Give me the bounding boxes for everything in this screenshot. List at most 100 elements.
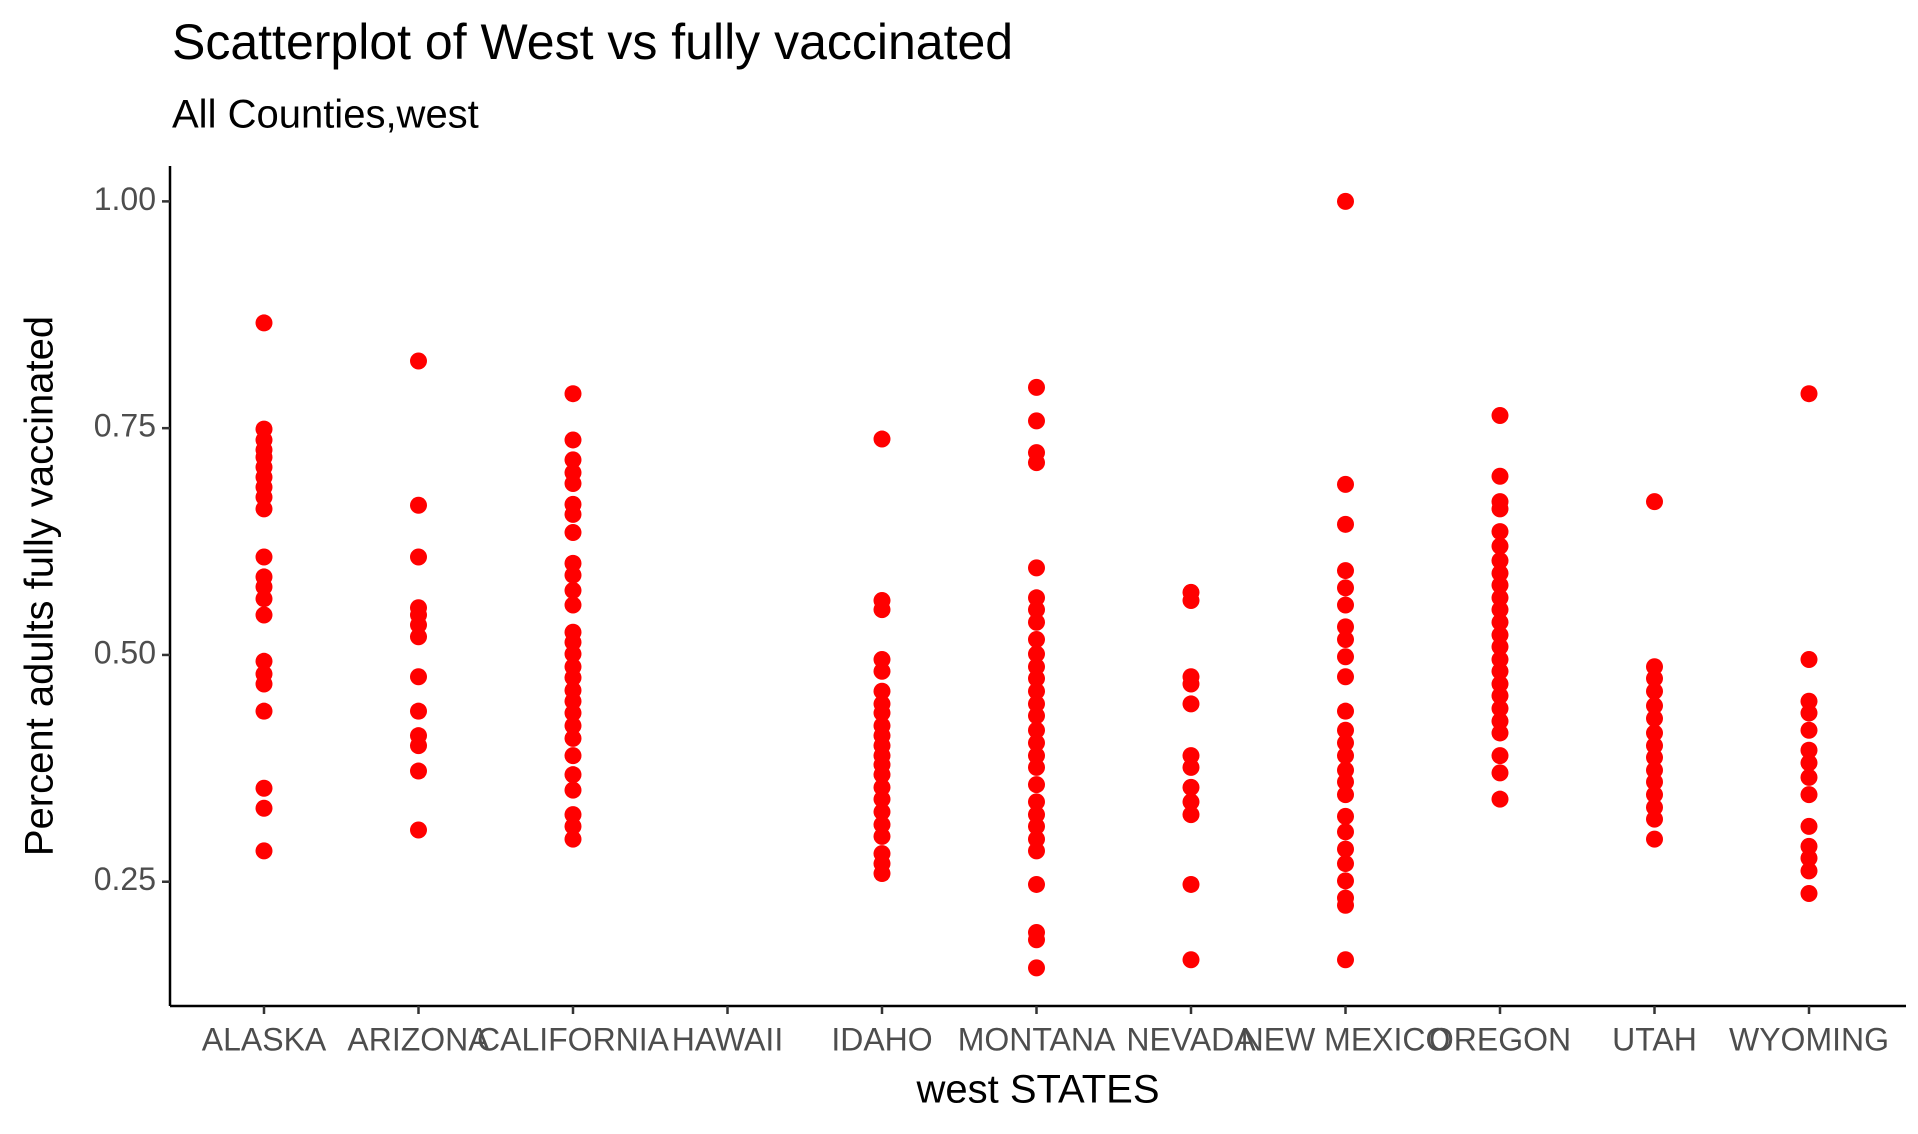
point	[1182, 758, 1200, 776]
point	[1491, 747, 1509, 765]
point	[255, 652, 273, 670]
point	[564, 566, 582, 584]
point	[564, 474, 582, 492]
point	[255, 842, 273, 860]
point	[1800, 650, 1818, 668]
point	[564, 451, 582, 469]
point	[1491, 687, 1509, 705]
point	[410, 548, 427, 566]
point	[1028, 830, 1045, 848]
point	[1337, 562, 1354, 580]
point	[564, 766, 582, 784]
point	[1646, 748, 1663, 766]
point	[564, 830, 582, 848]
point	[410, 702, 427, 720]
point	[1182, 778, 1200, 796]
point	[255, 702, 273, 720]
point	[873, 827, 891, 845]
point	[410, 737, 427, 755]
point	[1646, 709, 1663, 727]
point	[1646, 830, 1663, 848]
point	[1491, 406, 1509, 424]
point	[1800, 862, 1818, 880]
point	[564, 717, 582, 735]
point	[1337, 855, 1354, 873]
point	[1028, 631, 1045, 649]
point	[1646, 798, 1663, 816]
point	[1337, 840, 1354, 858]
point	[564, 645, 582, 663]
point	[1646, 786, 1663, 804]
point	[1800, 754, 1818, 772]
point	[1491, 467, 1509, 485]
point	[564, 582, 582, 600]
point	[1800, 704, 1818, 722]
point	[1646, 682, 1663, 700]
point	[1028, 601, 1045, 619]
point	[1646, 737, 1663, 755]
point	[1028, 695, 1045, 713]
point	[410, 352, 427, 370]
point	[873, 865, 891, 883]
x-tick-label: WYOMING	[1729, 1021, 1889, 1057]
point	[1337, 702, 1354, 720]
point	[873, 816, 891, 834]
point	[1800, 786, 1818, 804]
point	[1800, 692, 1818, 710]
y-tick-label: 0.50	[94, 634, 156, 670]
point	[1337, 192, 1354, 210]
point	[1028, 842, 1045, 860]
x-axis-title: west STATES	[915, 1068, 1159, 1112]
x-tick-label: NEVADA	[1126, 1021, 1256, 1057]
point	[410, 628, 427, 646]
point	[1028, 793, 1045, 811]
point	[564, 729, 582, 747]
point	[564, 385, 582, 403]
point	[255, 578, 273, 596]
point	[564, 781, 582, 799]
point	[1491, 790, 1509, 808]
point	[410, 616, 427, 634]
point	[564, 596, 582, 614]
chart-title: Scatterplot of West vs fully vaccinated	[172, 14, 1013, 70]
point	[1800, 817, 1818, 835]
point	[873, 430, 891, 448]
point	[1028, 721, 1045, 739]
point	[1337, 475, 1354, 493]
point	[1337, 596, 1354, 614]
x-tick-label: NEW MEXICO	[1241, 1021, 1451, 1057]
point	[1028, 758, 1045, 776]
point	[1337, 807, 1354, 825]
y-tick-label: 0.25	[94, 861, 156, 897]
x-tick-label: HAWAII	[672, 1021, 783, 1057]
point	[410, 496, 427, 514]
point	[1028, 645, 1045, 663]
point	[564, 747, 582, 765]
point	[1182, 875, 1200, 893]
point	[1800, 849, 1818, 867]
point	[1182, 951, 1200, 969]
point	[1800, 768, 1818, 786]
point	[1491, 589, 1509, 607]
point	[1800, 885, 1818, 903]
point	[1028, 959, 1045, 977]
point	[873, 790, 891, 808]
x-tick-label: IDAHO	[831, 1021, 932, 1057]
point	[873, 778, 891, 796]
point	[1337, 515, 1354, 533]
point	[564, 431, 582, 449]
point	[1182, 747, 1200, 765]
point	[1028, 412, 1045, 430]
point	[1337, 773, 1354, 791]
point	[1646, 810, 1663, 828]
point	[1337, 747, 1354, 765]
point	[564, 505, 582, 523]
point	[1491, 576, 1509, 594]
point	[1491, 650, 1509, 668]
point	[1182, 695, 1200, 713]
point	[1028, 747, 1045, 765]
point	[1337, 631, 1354, 649]
point	[1028, 806, 1045, 824]
point	[873, 662, 891, 680]
